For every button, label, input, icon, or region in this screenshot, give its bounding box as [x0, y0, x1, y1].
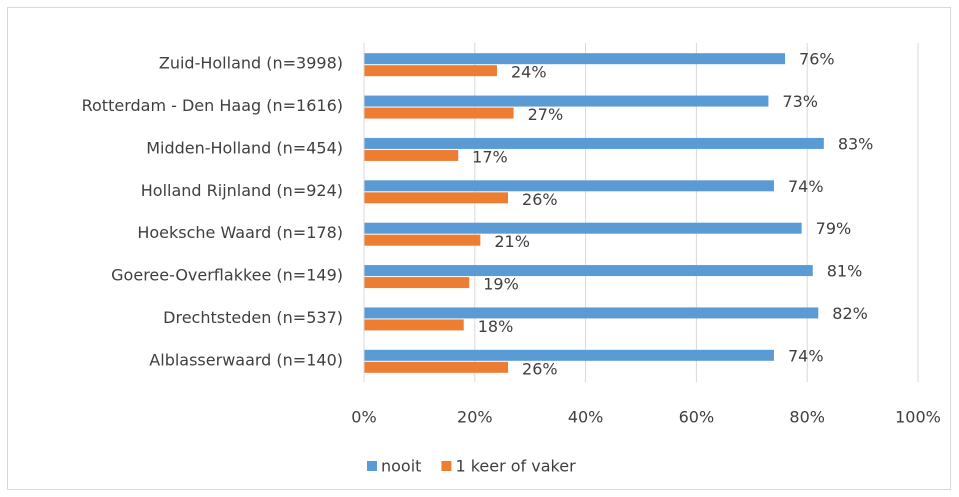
bar [364, 149, 459, 161]
bar [364, 192, 509, 204]
y-tick-label: Zuid-Holland (n=3998) [159, 54, 343, 73]
data-label: 26% [522, 359, 558, 378]
bar [364, 307, 819, 319]
data-label: 21% [494, 232, 530, 251]
bar [364, 137, 824, 149]
y-tick-label: Hoeksche Waard (n=178) [137, 223, 343, 242]
data-label: 24% [511, 63, 547, 82]
data-label: 74% [788, 177, 824, 196]
x-tick-label: 100% [895, 408, 941, 427]
y-tick-label: Alblasserwaard (n=140) [149, 350, 343, 369]
bar [364, 107, 514, 119]
data-label: 76% [799, 50, 835, 69]
x-tick-label: 0% [351, 408, 376, 427]
data-label: 27% [528, 105, 564, 124]
bar [364, 180, 774, 192]
data-label: 73% [782, 92, 818, 111]
bar [364, 95, 769, 107]
x-tick-label: 20% [457, 408, 493, 427]
bar [364, 53, 786, 65]
bar [364, 319, 464, 331]
bar [364, 265, 813, 277]
data-label: 79% [816, 219, 852, 238]
data-label: 74% [788, 346, 824, 365]
legend-swatch [367, 461, 377, 471]
legend-label: 1 keer of vaker [455, 457, 576, 476]
y-tick-label: Midden-Holland (n=454) [146, 138, 343, 157]
data-label: 26% [522, 190, 558, 209]
bar [364, 222, 802, 234]
y-tick-label: Goeree-Overflakkee (n=149) [111, 266, 343, 285]
bar [364, 234, 481, 246]
y-tick-label: Holland Rijnland (n=924) [141, 181, 343, 200]
data-label: 18% [478, 317, 514, 336]
legend-swatch [441, 461, 452, 471]
y-tick-label: Drechtsteden (n=537) [163, 308, 343, 327]
x-tick-label: 60% [679, 408, 715, 427]
bar [364, 277, 470, 289]
bar [364, 361, 509, 373]
x-tick-label: 80% [789, 408, 825, 427]
chart-border [7, 7, 951, 490]
y-tick-label: Rotterdam - Den Haag (n=1616) [82, 96, 343, 115]
data-label: 83% [838, 134, 874, 153]
x-tick-label: 40% [568, 408, 604, 427]
data-label: 17% [472, 147, 508, 166]
data-label: 81% [827, 262, 863, 281]
legend-label: nooit [381, 457, 421, 476]
bar [364, 349, 774, 361]
data-label: 19% [483, 275, 519, 294]
bar [364, 65, 497, 77]
data-label: 82% [832, 304, 868, 323]
